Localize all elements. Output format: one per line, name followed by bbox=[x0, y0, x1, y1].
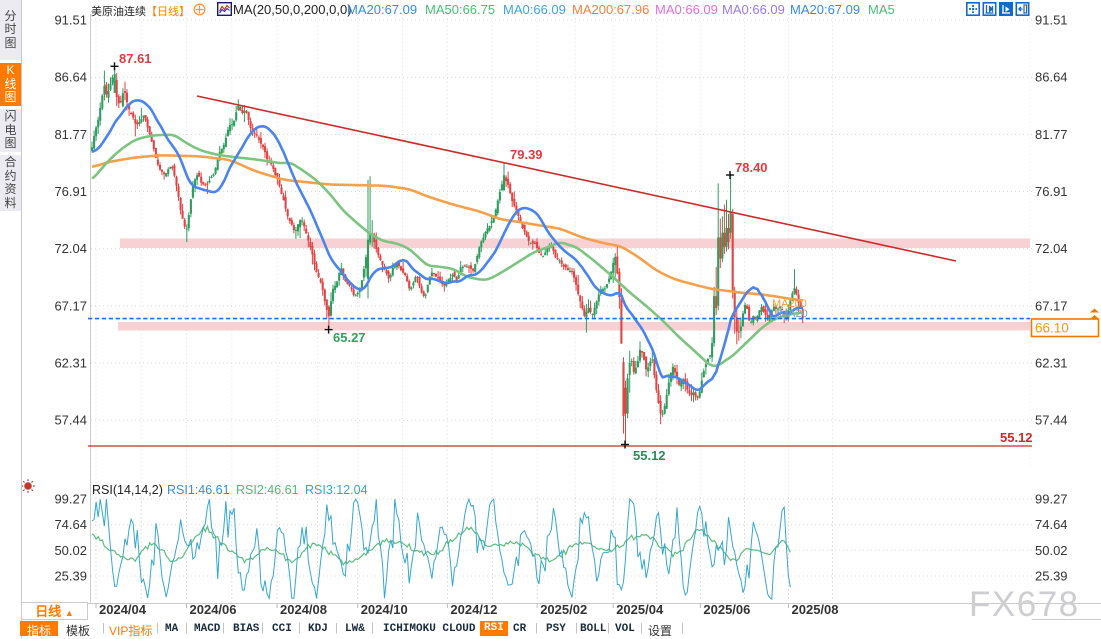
svg-text:RSI2:46.61: RSI2:46.61 bbox=[236, 483, 299, 497]
svg-text:2025/04: 2025/04 bbox=[616, 602, 664, 617]
svg-text:78.40: 78.40 bbox=[735, 160, 768, 175]
svg-text:57.44: 57.44 bbox=[1035, 413, 1068, 428]
svg-text:62.31: 62.31 bbox=[1035, 356, 1068, 371]
svg-text:65.27: 65.27 bbox=[333, 330, 366, 345]
svg-text:RSI1:46.61: RSI1:46.61 bbox=[167, 483, 230, 497]
svg-text:55.12: 55.12 bbox=[633, 448, 666, 463]
svg-text:RSI(14,14,2): RSI(14,14,2) bbox=[92, 483, 163, 497]
svg-text:2024/08: 2024/08 bbox=[280, 602, 327, 617]
svg-text:2025/02: 2025/02 bbox=[540, 602, 587, 617]
svg-text:2024/12: 2024/12 bbox=[450, 602, 497, 617]
svg-text:81.77: 81.77 bbox=[54, 127, 87, 142]
svg-text:74.64: 74.64 bbox=[1035, 517, 1068, 532]
svg-text:2024/06: 2024/06 bbox=[190, 602, 237, 617]
svg-text:79.39: 79.39 bbox=[510, 147, 543, 162]
svg-text:67.17: 67.17 bbox=[1035, 298, 1068, 313]
svg-text:MA200: MA200 bbox=[772, 298, 807, 310]
svg-text:86.64: 86.64 bbox=[54, 70, 87, 85]
svg-text:74.64: 74.64 bbox=[54, 517, 87, 532]
svg-text:2025/06: 2025/06 bbox=[703, 602, 750, 617]
svg-text:66.10: 66.10 bbox=[1035, 321, 1069, 336]
svg-text:25.39: 25.39 bbox=[54, 569, 87, 584]
svg-text:99.27: 99.27 bbox=[1035, 492, 1068, 507]
svg-text:76.91: 76.91 bbox=[1035, 184, 1068, 199]
svg-text:50.02: 50.02 bbox=[54, 543, 87, 558]
svg-text:91.51: 91.51 bbox=[54, 13, 87, 28]
svg-text:81.77: 81.77 bbox=[1035, 127, 1068, 142]
svg-text:87.61: 87.61 bbox=[119, 51, 152, 66]
svg-text:55.12: 55.12 bbox=[1000, 430, 1033, 445]
svg-text:62.31: 62.31 bbox=[54, 356, 87, 371]
svg-text:91.51: 91.51 bbox=[1035, 13, 1068, 28]
svg-text:86.64: 86.64 bbox=[1035, 70, 1068, 85]
svg-text:MA20: MA20 bbox=[779, 308, 808, 320]
svg-text:72.04: 72.04 bbox=[1035, 241, 1068, 256]
svg-text:RSI3:12.04: RSI3:12.04 bbox=[305, 483, 368, 497]
svg-text:25.39: 25.39 bbox=[1035, 569, 1068, 584]
svg-text:99.27: 99.27 bbox=[54, 492, 87, 507]
svg-text:67.17: 67.17 bbox=[54, 298, 87, 313]
svg-text:72.04: 72.04 bbox=[54, 241, 87, 256]
svg-text:2025/08: 2025/08 bbox=[792, 602, 839, 617]
svg-text:57.44: 57.44 bbox=[54, 413, 87, 428]
svg-text:2024/04: 2024/04 bbox=[99, 602, 147, 617]
svg-text:50.02: 50.02 bbox=[1035, 543, 1068, 558]
svg-text:2024/10: 2024/10 bbox=[361, 602, 408, 617]
svg-text:76.91: 76.91 bbox=[54, 184, 87, 199]
